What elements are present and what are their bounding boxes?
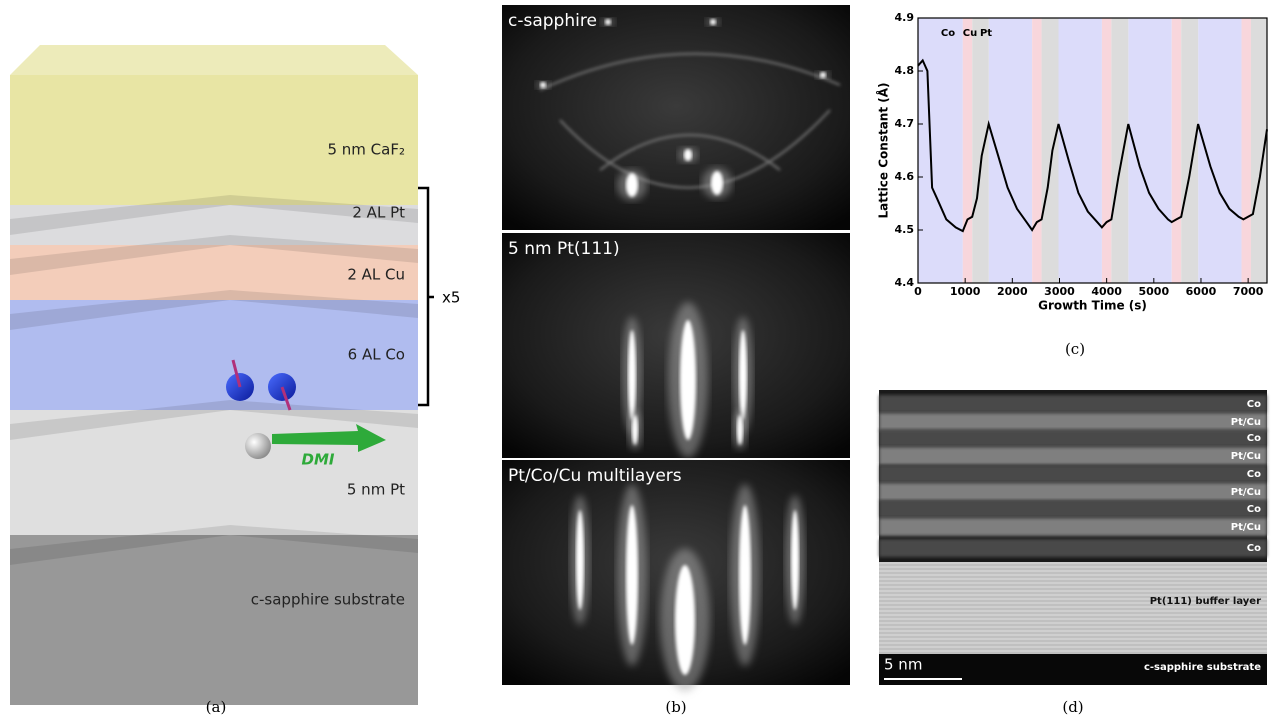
layer-label: Co [1247,504,1261,515]
layer-label: Pt/Cu [1231,451,1261,462]
layer-label: Pt/Cu [1231,417,1261,428]
streak [739,505,751,645]
top-face [10,45,418,75]
y-tick-label: 4.4 [895,276,915,289]
caption: (b) [665,698,686,716]
caption: (a) [206,698,227,716]
layer-band [1242,18,1251,283]
layer-label: Pt/Cu [1231,522,1261,533]
tem-layer [879,500,1267,518]
streak [737,415,743,445]
heavy-atom [245,433,271,459]
tem-layer [879,429,1267,447]
layer-band [918,18,963,283]
streak [680,320,696,440]
streak [540,82,546,88]
y-axis-label: Lattice Constant (Å) [876,82,891,218]
layer-label: Co [1247,433,1261,444]
tem-layer [879,465,1267,483]
y-tick-label: 4.5 [895,223,915,236]
x-tick-label: 0 [914,285,922,298]
y-tick-label: 4.8 [895,64,915,77]
substrate-label: c-sapphire substrate [1144,662,1261,673]
layer-label: 6 AL Co [348,346,405,364]
layer-name: Pt [980,28,992,39]
repeat-brace [418,188,434,405]
layer-name: Cu [963,28,977,39]
scale-label: 5 nm [884,656,922,674]
streak [626,505,638,645]
layer-label: Co [1247,399,1261,410]
streak [820,72,826,78]
x-tick-label: 2000 [997,285,1028,298]
layer [10,535,418,705]
panel-a: 5 nm CaF₂ 2 AL Pt 2 AL Cu 6 AL Co 5 nm Pt c-s… [10,45,460,716]
layer-label: 2 AL Pt [352,204,405,222]
figure: 5 nm CaF₂ 2 AL Pt 2 AL Cu 6 AL Co 5 nm Pt c-s… [0,0,1279,722]
streak [711,171,723,195]
layer-label: 2 AL Cu [347,266,405,284]
y-tick-label: 4.6 [895,170,915,183]
streak [632,415,638,445]
streak [791,510,799,610]
x-tick-label: 7000 [1233,285,1264,298]
streak [684,149,692,161]
tem-layer [879,395,1267,413]
x-tick-label: 4000 [1091,285,1122,298]
tem-layer [879,539,1267,557]
streak [576,510,584,610]
layer-band [1042,18,1059,283]
image-label: Pt/Co/Cu multilayers [508,466,682,486]
caption: (d) [1062,698,1083,716]
layer-band [972,18,989,283]
layer-band [989,18,1032,283]
buffer-label: Pt(111) buffer layer [1150,596,1261,607]
tem-layer [879,447,1267,465]
tem-layer [879,518,1267,536]
image-label: 5 nm Pt(111) [508,239,620,259]
layer-band [1111,18,1128,283]
layer-band [963,18,972,283]
caption: (c) [1065,340,1085,358]
layer-band [1102,18,1111,283]
x-tick-label: 5000 [1138,285,1169,298]
layer-band [1198,18,1241,283]
layer-label: 5 nm CaF₂ [327,141,405,159]
image-label: c-sapphire [508,11,597,31]
rheed-image [502,5,850,230]
tem-layer [879,413,1267,431]
x-tick-label: 1000 [950,285,981,298]
y-tick-label: 4.7 [895,117,915,130]
repeat-label: x5 [442,289,460,307]
tem-layer [879,483,1267,501]
streak [710,19,716,25]
layer-band [1032,18,1041,283]
layer-band [1181,18,1198,283]
streak [675,565,695,675]
dmi-label: DMI [302,451,335,469]
streak [628,330,636,420]
layer-label: 5 nm Pt [347,481,405,499]
streak [626,173,638,197]
x-axis-label: Growth Time (s) [1038,299,1147,313]
layer-label: Co [1247,543,1261,554]
panel-b: c-sapphire 5 nm Pt(111) Pt/Co/Cu multilaye… [502,5,850,716]
layer-label: c-sapphire substrate [251,591,405,609]
layer-name: Co [941,28,955,39]
y-tick-label: 4.9 [895,11,915,24]
panel-d: Co Pt/Cu Co Pt/Cu Co Pt/Cu Co Pt/Cu Co Pt(111) bu… [879,390,1267,716]
tem-buffer [879,562,1267,654]
layer-label: Co [1247,469,1261,480]
streak [605,19,611,25]
x-tick-label: 3000 [1044,285,1075,298]
layer-label: Pt/Cu [1231,487,1261,498]
streak [739,330,747,420]
layer-band [1172,18,1181,283]
x-tick-label: 6000 [1186,285,1217,298]
